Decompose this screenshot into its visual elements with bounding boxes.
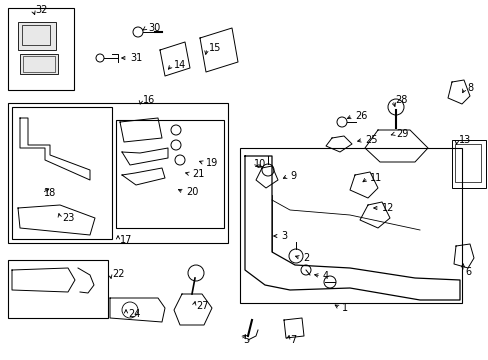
- Text: 27: 27: [196, 301, 208, 311]
- Text: 28: 28: [394, 95, 407, 105]
- Text: 18: 18: [44, 188, 56, 198]
- Bar: [8, 103, 227, 243]
- Text: 1: 1: [341, 303, 347, 313]
- Text: 31: 31: [130, 53, 142, 63]
- Text: 9: 9: [289, 171, 296, 181]
- Text: 24: 24: [128, 309, 140, 319]
- Bar: [20, 54, 58, 74]
- Text: 32: 32: [35, 5, 47, 15]
- Text: 30: 30: [148, 23, 160, 33]
- Bar: [22, 25, 50, 45]
- Bar: [8, 8, 74, 90]
- Text: 26: 26: [354, 111, 366, 121]
- Text: 8: 8: [466, 83, 472, 93]
- Text: 29: 29: [395, 129, 407, 139]
- Bar: [12, 107, 112, 239]
- Bar: [451, 140, 485, 188]
- Bar: [18, 22, 56, 50]
- Text: 10: 10: [253, 159, 265, 169]
- Text: 16: 16: [142, 95, 155, 105]
- Text: 21: 21: [192, 169, 204, 179]
- Text: 12: 12: [381, 203, 393, 213]
- Text: 20: 20: [185, 187, 198, 197]
- Bar: [116, 120, 224, 228]
- Text: 17: 17: [120, 235, 132, 245]
- Text: 3: 3: [281, 231, 286, 241]
- Bar: [454, 144, 480, 182]
- Text: 22: 22: [112, 269, 124, 279]
- Bar: [8, 260, 108, 318]
- Text: 19: 19: [205, 158, 218, 168]
- Text: 7: 7: [289, 335, 296, 345]
- Text: 5: 5: [243, 335, 249, 345]
- Text: 23: 23: [62, 213, 74, 223]
- Text: 11: 11: [369, 173, 382, 183]
- Bar: [23, 56, 55, 72]
- Text: 15: 15: [208, 43, 221, 53]
- Text: 4: 4: [323, 271, 328, 281]
- Text: 25: 25: [364, 135, 377, 145]
- Text: 2: 2: [303, 253, 308, 263]
- Bar: [240, 148, 461, 303]
- Text: 13: 13: [458, 135, 470, 145]
- Text: 14: 14: [174, 60, 186, 70]
- Text: 6: 6: [464, 267, 470, 277]
